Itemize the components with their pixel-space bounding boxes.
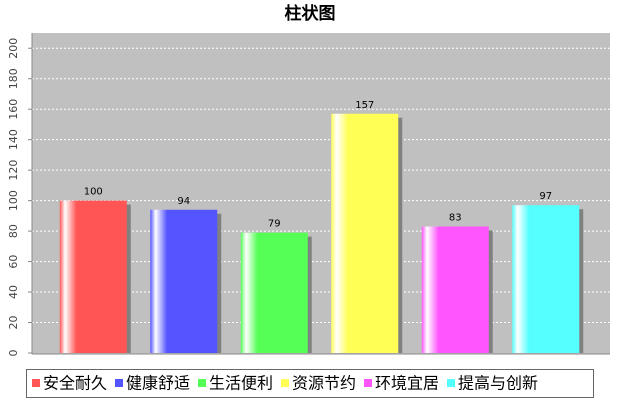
legend-swatch [364, 379, 372, 387]
legend-label: 健康舒适 [126, 374, 190, 393]
legend-label: 资源节约 [292, 374, 356, 393]
legend-swatch [32, 379, 40, 387]
y-tick-label: 20 [7, 316, 20, 330]
legend-label: 提高与创新 [458, 374, 538, 393]
value-label: 79 [268, 219, 281, 230]
value-label: 83 [449, 213, 462, 224]
value-label: 100 [84, 187, 103, 198]
y-tick-label: 180 [7, 68, 20, 89]
legend-swatch [281, 379, 289, 387]
legend-label: 安全耐久 [43, 374, 107, 393]
y-tick-label: 140 [7, 129, 20, 150]
bar [421, 226, 489, 353]
legend-swatch [115, 379, 123, 387]
legend-swatch [198, 379, 206, 387]
bar [512, 205, 580, 353]
y-tick-label: 40 [7, 285, 20, 299]
value-label: 94 [177, 196, 190, 207]
chart-title: 柱状图 [285, 3, 336, 24]
value-label: 97 [539, 191, 552, 202]
y-tick-label: 200 [7, 38, 20, 59]
y-tick-label: 100 [7, 190, 20, 211]
y-tick-label: 160 [7, 99, 20, 120]
legend-label: 生活便利 [209, 374, 273, 393]
value-label: 157 [355, 100, 374, 111]
y-tick-label: 120 [7, 160, 20, 181]
legend-label: 环境宜居 [375, 374, 439, 393]
y-tick-label: 80 [7, 224, 20, 238]
bar [59, 200, 127, 353]
legend-swatch [447, 379, 455, 387]
bar [240, 232, 308, 353]
bar [150, 209, 218, 353]
y-tick-label: 60 [7, 255, 20, 269]
bar [331, 113, 399, 353]
y-tick-label: 0 [7, 350, 20, 357]
